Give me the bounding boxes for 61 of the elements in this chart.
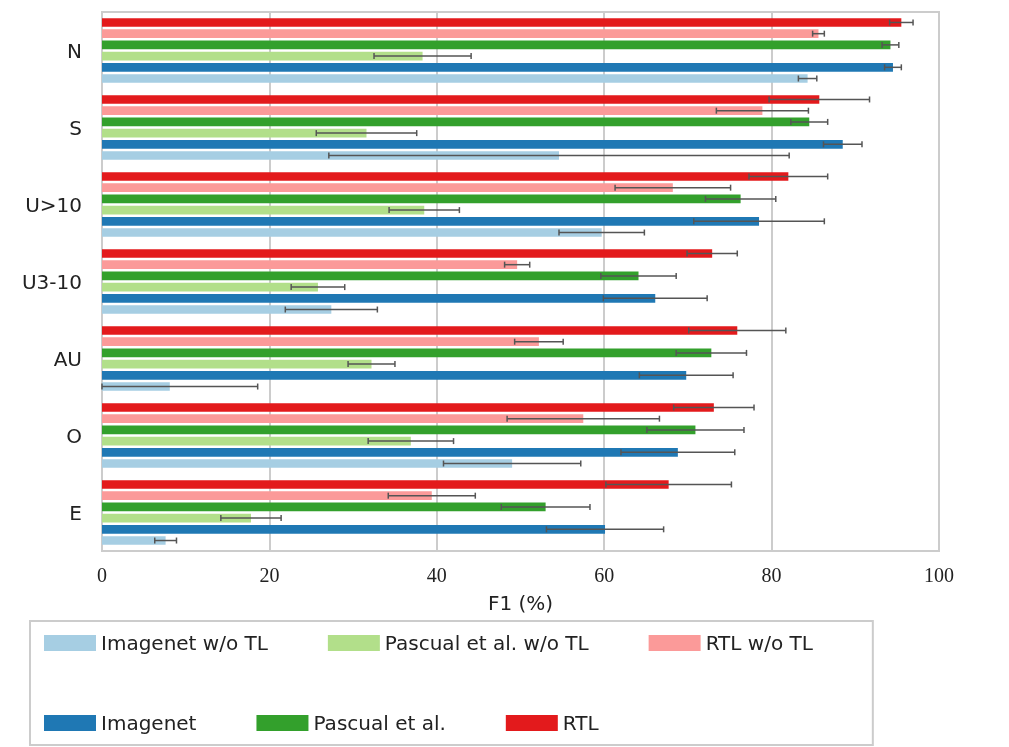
bar [102,183,673,192]
bar [102,106,763,115]
bar [102,194,741,204]
y-tick-label: U3-10 [21,269,82,294]
bar [102,29,819,38]
bar [102,117,810,127]
y-tick-label: S [69,115,82,140]
bar [102,172,789,181]
bar [102,337,539,346]
y-tick-label: AU [53,346,82,371]
x-tick-label: 0 [97,564,107,586]
bar [102,414,584,423]
bar [102,525,606,534]
x-tick-label: 100 [924,564,954,586]
y-tick-label: U>10 [25,192,82,217]
bar [102,513,251,523]
y-tick-label: E [69,500,82,525]
bar [102,326,738,335]
legend-label: Pascual et al. [313,711,446,735]
x-tick-label: 60 [594,564,615,586]
bar [102,371,687,380]
y-tick-label: O [66,423,82,448]
bar [102,305,332,314]
y-tick-label: N [67,38,82,63]
x-tick-label: 40 [426,564,447,586]
legend-label: Pascual et al. w/o TL [384,631,590,655]
bar [102,436,411,446]
bar [102,448,678,457]
bar [102,63,893,72]
bar [102,51,423,61]
x-tick-label: 20 [259,564,280,586]
legend-label: RTL w/o TL [705,631,814,655]
bar [102,228,602,237]
legend-label: Imagenet w/o TL [101,631,269,655]
bar [102,502,546,512]
bar [102,140,843,149]
bar [102,217,760,226]
bar [102,348,712,358]
bar [102,128,367,138]
bar [102,425,696,435]
bar [102,74,808,83]
bar [102,459,513,468]
bar [102,205,425,215]
bar [102,249,713,258]
bar [102,151,559,160]
bar [102,95,820,104]
legend-label: Imagenet [101,711,197,735]
bar [102,359,372,369]
bar [102,536,166,545]
x-tick-label: 80 [761,564,782,586]
bar [102,18,902,27]
bar [102,491,432,500]
x-axis-title: F1 (%) [487,591,554,615]
bar [102,40,891,50]
bar [102,282,318,292]
bar [102,271,639,281]
bar [102,403,714,412]
bar [102,294,656,303]
legend-label: RTL [562,711,600,735]
bar [102,260,518,269]
bar [102,480,669,489]
